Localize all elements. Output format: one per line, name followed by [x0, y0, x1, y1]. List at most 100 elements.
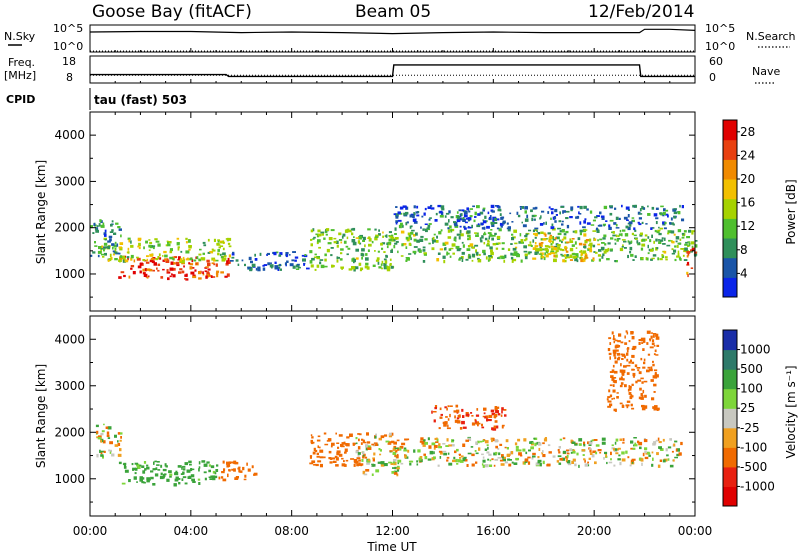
heatmap-cell — [458, 236, 461, 240]
heatmap-cell — [553, 252, 556, 255]
heatmap-cell — [367, 445, 371, 448]
heatmap-cell — [562, 210, 566, 213]
heatmap-cell — [582, 243, 587, 246]
heatmap-cell — [189, 266, 193, 270]
heatmap-cell — [248, 256, 252, 261]
heatmap-cell — [647, 205, 649, 208]
heatmap-cell — [466, 464, 469, 467]
heatmap-cell — [658, 441, 662, 444]
heatmap-cell — [588, 247, 592, 250]
heatmap-cell — [153, 246, 155, 250]
heatmap-cell — [689, 250, 693, 253]
heatmap-cell — [533, 233, 536, 235]
heatmap-cell — [294, 256, 299, 259]
heatmap-cell — [374, 228, 377, 231]
heatmap-cell — [633, 437, 637, 439]
heatmap-cell — [561, 229, 565, 233]
heatmap-cell — [198, 461, 201, 465]
heatmap-cell — [177, 247, 180, 251]
heatmap-cell — [422, 249, 426, 252]
heatmap-cell — [202, 257, 206, 261]
heatmap-cell — [553, 245, 558, 248]
colorbar-swatch — [723, 427, 737, 448]
heatmap-cell — [166, 271, 171, 274]
heatmap-cell — [162, 259, 166, 262]
heatmap-cell — [188, 460, 192, 464]
heatmap-cell — [109, 451, 112, 454]
heatmap-cell — [221, 471, 225, 474]
y-tick-label: 1000 — [54, 267, 85, 281]
heatmap-cell — [653, 213, 658, 217]
heatmap-cell — [523, 245, 527, 249]
heatmap-cell — [440, 229, 443, 232]
heatmap-cell — [422, 444, 426, 447]
heatmap-cell — [374, 444, 378, 446]
heatmap-cell — [580, 252, 584, 256]
heatmap-cell — [483, 226, 486, 230]
heatmap-cell — [640, 396, 644, 400]
heatmap-cell — [271, 265, 273, 269]
heatmap-cell — [394, 466, 398, 470]
heatmap-cell — [360, 463, 362, 467]
heatmap-cell — [647, 213, 651, 216]
heatmap-cell — [592, 258, 595, 261]
heatmap-cell — [569, 240, 574, 243]
heatmap-cell — [198, 258, 202, 262]
heatmap-cell — [643, 405, 648, 409]
heatmap-cell — [530, 209, 533, 213]
heatmap-cell — [601, 441, 606, 445]
heatmap-cell — [551, 227, 556, 231]
heatmap-cell — [216, 464, 219, 467]
heatmap-cell — [362, 236, 366, 241]
heatmap-cell — [601, 255, 604, 259]
heatmap-cell — [460, 459, 464, 463]
colorbar-tick-label: 24 — [740, 148, 755, 162]
heatmap-cell — [456, 448, 459, 452]
heatmap-cell — [609, 219, 614, 222]
heatmap-cell — [177, 465, 182, 468]
heatmap-cell — [499, 213, 502, 217]
heatmap-cell — [364, 244, 366, 248]
heatmap-cell — [250, 260, 253, 264]
heatmap-cell — [667, 230, 672, 234]
heatmap-cell — [447, 405, 450, 408]
heatmap-cell — [396, 473, 399, 477]
heatmap-cell — [310, 264, 314, 268]
heatmap-cell — [571, 460, 574, 464]
heatmap-cell — [547, 444, 551, 447]
heatmap-cell — [580, 258, 585, 263]
heatmap-cell — [605, 454, 607, 458]
heatmap-cell — [218, 476, 221, 480]
heatmap-cell — [386, 268, 391, 272]
heatmap-cell — [630, 447, 634, 450]
heatmap-cell — [560, 253, 563, 256]
heatmap-cell — [497, 257, 500, 259]
heatmap-cell — [241, 259, 244, 262]
heatmap-cell — [623, 365, 627, 368]
heatmap-cell — [620, 341, 624, 344]
heatmap-cell — [468, 437, 472, 441]
heatmap-cell — [380, 263, 383, 266]
heatmap-cell — [486, 243, 490, 246]
heatmap-cell — [446, 251, 449, 255]
heatmap-cell — [652, 360, 654, 363]
velocity-cbar-label: Velocity [m s⁻¹] — [784, 365, 798, 458]
heatmap-cell — [612, 234, 616, 237]
heatmap-cell — [555, 214, 558, 216]
heatmap-cell — [100, 450, 105, 453]
heatmap-cell — [360, 442, 363, 445]
heatmap-cell — [183, 265, 185, 268]
heatmap-cell — [630, 240, 633, 244]
heatmap-cell — [542, 454, 546, 458]
heatmap-cell — [621, 233, 623, 237]
heatmap-cell — [649, 338, 652, 341]
heatmap-cell — [613, 380, 617, 384]
heatmap-cell — [598, 224, 603, 227]
heatmap-cell — [173, 256, 178, 259]
heatmap-cell — [193, 259, 197, 262]
heatmap-cell — [501, 242, 505, 245]
heatmap-cell — [210, 250, 214, 254]
heatmap-cell — [446, 456, 450, 459]
heatmap-cell — [152, 269, 155, 272]
heatmap-cell — [603, 250, 607, 254]
